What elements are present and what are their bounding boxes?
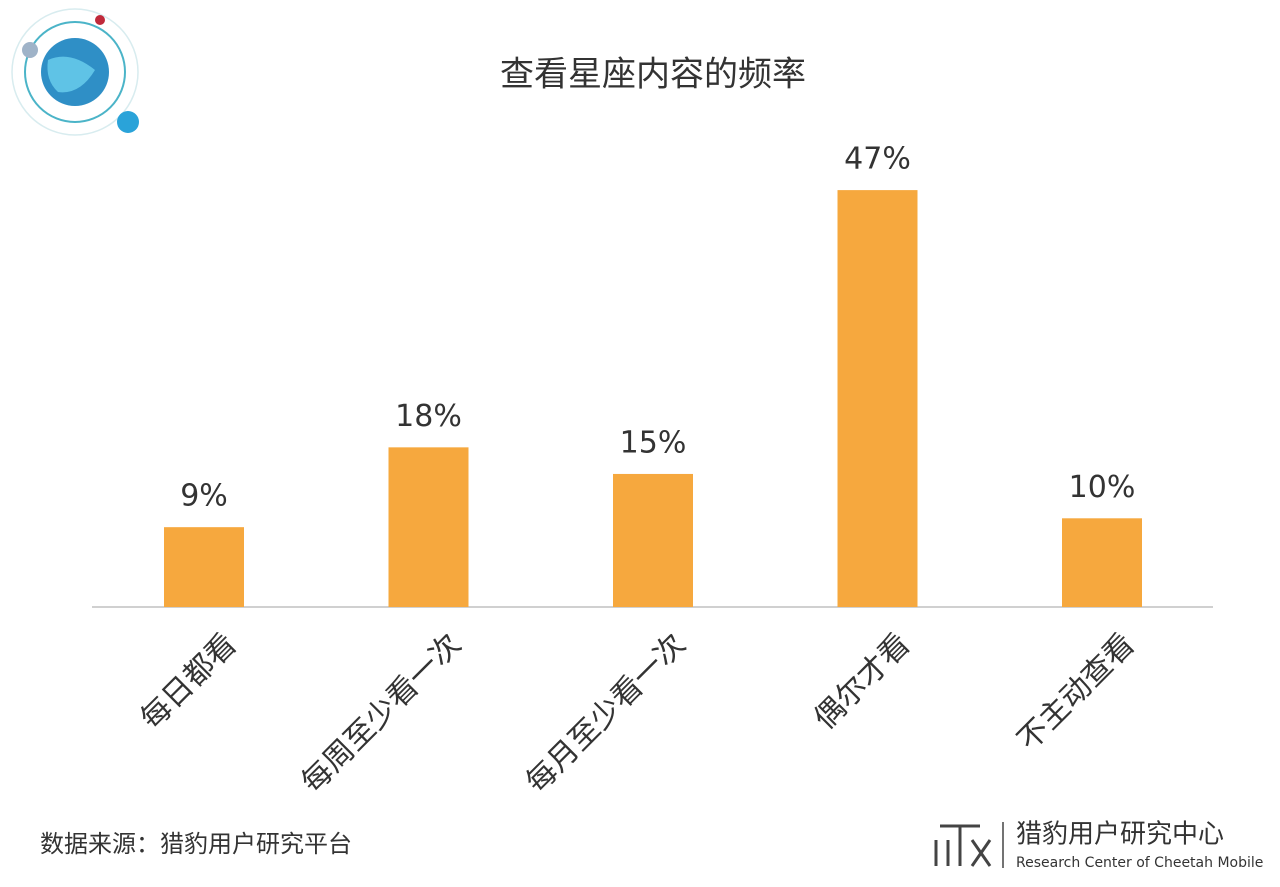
value-label: 15% — [620, 425, 687, 460]
value-label: 18% — [395, 399, 462, 434]
bar — [164, 527, 244, 607]
value-label: 9% — [180, 479, 228, 514]
source-note: 数据来源：猎豹用户研究平台 — [40, 830, 352, 858]
bar — [837, 190, 918, 608]
bar — [1062, 518, 1142, 607]
bar — [613, 473, 693, 607]
brand-logo — [934, 822, 1004, 868]
value-label: 10% — [1069, 470, 1136, 505]
corner-logo — [11, 8, 139, 136]
value-label: 47% — [844, 142, 911, 177]
chart-title: 查看星座内容的频率 — [500, 55, 806, 95]
brand-name-en: Research Center of Cheetah Mobile — [1016, 855, 1263, 871]
bar — [388, 447, 469, 607]
brand-name: 猎豹用户研究中心 — [1016, 820, 1224, 850]
